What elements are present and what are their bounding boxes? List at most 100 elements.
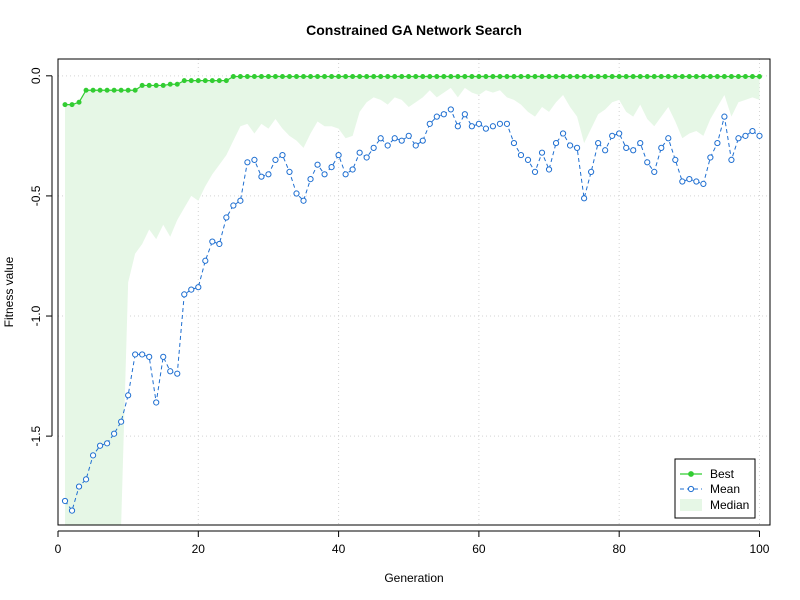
mean-point (440, 111, 447, 118)
mean-point (356, 149, 363, 156)
x-axis: 0 20 40 60 80 100 (55, 530, 770, 556)
best-point (532, 74, 538, 80)
best-point (181, 78, 187, 84)
best-line (65, 75, 760, 106)
best-point (97, 87, 103, 93)
mean-point (693, 178, 700, 185)
best-point (364, 74, 370, 80)
mean-point (89, 452, 97, 459)
mean-point (286, 168, 293, 175)
mean-point (714, 139, 721, 147)
best-point (350, 74, 356, 80)
y-tick-label: -1.5 (29, 425, 43, 446)
mean-point (700, 180, 707, 188)
best-point (118, 87, 124, 93)
mean-point (658, 144, 665, 151)
mean-point (496, 120, 504, 127)
best-point (385, 74, 391, 80)
best-point (336, 74, 342, 80)
mean-point (384, 142, 391, 149)
mean-point (391, 135, 398, 142)
mean-point (223, 214, 230, 221)
mean-point (75, 483, 83, 490)
y-tick-label: -0.5 (29, 185, 43, 206)
plot-frame (57, 58, 771, 526)
best-point (588, 74, 594, 80)
best-point (216, 78, 222, 84)
mean-point (538, 149, 546, 156)
best-point (111, 87, 117, 93)
best-point (209, 78, 215, 84)
legend-mean-marker (687, 485, 695, 493)
best-point (202, 78, 208, 84)
best-point (448, 74, 454, 80)
best-point (104, 87, 110, 93)
series-lines (64, 75, 760, 512)
y-tick-label: 0.0 (29, 67, 43, 84)
mean-point (588, 168, 595, 175)
best-point (560, 74, 566, 80)
mean-point (749, 127, 756, 135)
mean-point (503, 120, 511, 127)
mean-point (342, 171, 349, 178)
mean-point (665, 135, 672, 142)
best-point (637, 74, 643, 80)
best-point (195, 78, 201, 84)
best-point (581, 74, 587, 80)
best-point (392, 74, 398, 80)
best-point (483, 74, 489, 80)
mean-point (517, 151, 525, 159)
best-point (343, 74, 349, 80)
mean-point (679, 178, 686, 185)
mean-point (167, 368, 174, 375)
best-point (609, 74, 615, 80)
best-point (69, 102, 75, 108)
best-point (490, 74, 496, 80)
best-point (476, 74, 482, 80)
mean-point (559, 130, 567, 137)
best-point (251, 74, 257, 80)
mean-point (132, 351, 139, 358)
mean-point (328, 163, 335, 171)
mean-point (672, 156, 679, 163)
best-point (427, 74, 433, 80)
best-point (315, 74, 321, 80)
best-point (188, 78, 194, 84)
best-point (132, 87, 138, 93)
mean-point (728, 156, 735, 163)
x-axis-label: Generation (384, 571, 443, 585)
best-point (602, 74, 608, 80)
mean-point (609, 132, 616, 139)
mean-point (707, 154, 714, 161)
mean-point (566, 142, 574, 149)
mean-point (651, 168, 658, 175)
mean-point (623, 144, 630, 151)
mean-point (111, 430, 118, 437)
mean-point (272, 156, 279, 163)
median-band (65, 76, 760, 526)
legend-best-label: Best (710, 467, 735, 481)
best-point (686, 74, 692, 80)
mean-point (756, 132, 763, 139)
best-point (756, 74, 762, 80)
mean-point (398, 137, 405, 144)
best-point (630, 74, 636, 80)
mean-point (595, 139, 602, 147)
mean-point (314, 161, 321, 168)
best-point (371, 74, 377, 80)
y-axis-label: Fitness value (2, 256, 16, 327)
best-point (658, 74, 664, 80)
x-tick-label: 80 (613, 542, 627, 556)
mean-point (153, 399, 160, 406)
best-point (616, 74, 622, 80)
best-point (644, 74, 650, 80)
mean-point (447, 106, 454, 113)
best-point (665, 74, 671, 80)
best-point (294, 74, 300, 80)
x-tick-label: 0 (55, 542, 62, 556)
best-point (623, 74, 629, 80)
best-point (258, 74, 264, 80)
mean-point (545, 166, 553, 173)
mean-point (616, 130, 623, 137)
best-point (553, 74, 559, 80)
